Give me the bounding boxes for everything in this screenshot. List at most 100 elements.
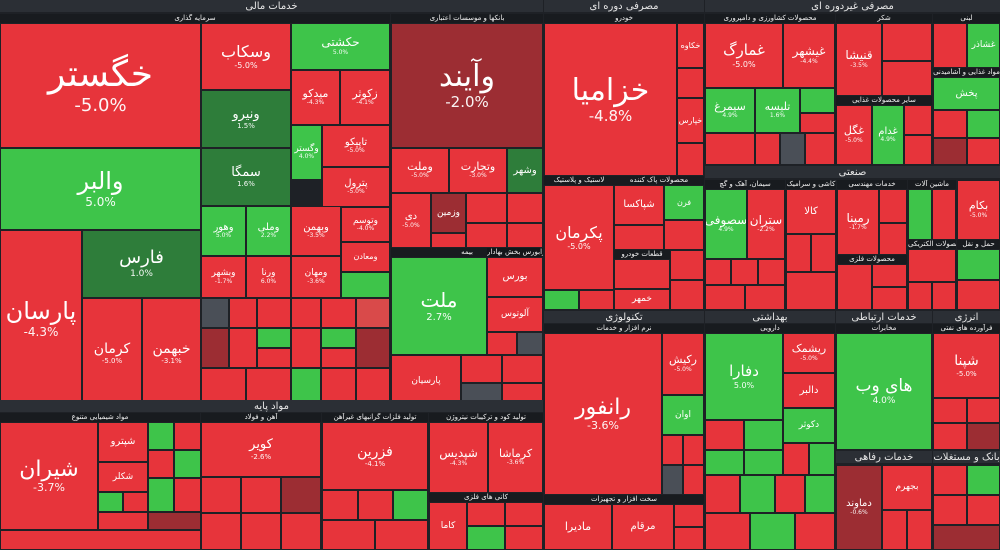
treemap-cell[interactable]	[257, 298, 291, 328]
treemap-cell[interactable]	[933, 465, 967, 495]
treemap-cell[interactable]	[614, 225, 664, 250]
treemap-tile[interactable]: وتوسم -4.0%	[341, 207, 390, 242]
treemap-cell[interactable]	[241, 477, 281, 513]
treemap-cell[interactable]	[0, 530, 201, 550]
treemap-cell[interactable]	[800, 88, 835, 113]
treemap-tile[interactable]: شپترو	[98, 422, 148, 462]
treemap-cell[interactable]	[800, 113, 835, 133]
treemap-tile[interactable]: وملت -5.0%	[391, 148, 449, 193]
treemap-tile[interactable]: سصوفی 4.9%	[705, 189, 747, 259]
treemap-cell[interactable]	[229, 298, 257, 328]
treemap-tile[interactable]: وسکاب -5.0%	[201, 23, 291, 90]
treemap-tile[interactable]: پکرمان -5.0%	[544, 185, 614, 290]
treemap-cell[interactable]	[933, 525, 1000, 550]
treemap-tile[interactable]: قنیشا -3.5%	[836, 23, 882, 96]
treemap-tile[interactable]: وآیند -2.0%	[391, 23, 543, 148]
treemap-cell[interactable]	[957, 249, 1000, 280]
treemap-cell[interactable]	[257, 348, 291, 368]
treemap-tile[interactable]: شپنا -5.0%	[933, 333, 1000, 398]
treemap-tile[interactable]: شیران -3.7%	[0, 422, 98, 530]
treemap-tile[interactable]: غدام 4.9%	[872, 105, 904, 165]
treemap-tile[interactable]: دکوثر	[783, 408, 835, 443]
treemap-cell[interactable]	[872, 264, 907, 287]
treemap-cell[interactable]	[740, 475, 775, 513]
treemap-cell[interactable]	[341, 272, 390, 298]
treemap-cell[interactable]	[148, 422, 174, 450]
treemap-cell[interactable]	[201, 513, 241, 550]
treemap-cell[interactable]	[783, 443, 809, 475]
treemap-cell[interactable]	[467, 502, 505, 526]
treemap-cell[interactable]	[431, 233, 466, 248]
treemap-tile[interactable]: مادیرا	[544, 504, 612, 550]
treemap-cell[interactable]	[174, 478, 201, 512]
treemap-cell[interactable]	[393, 490, 428, 520]
treemap-cell[interactable]	[882, 510, 907, 550]
treemap-cell[interactable]	[683, 435, 704, 465]
treemap-cell[interactable]	[544, 290, 579, 310]
treemap-cell[interactable]	[281, 513, 321, 550]
treemap-tile[interactable]: کرمان -5.0%	[82, 298, 142, 408]
treemap-tile[interactable]: خزامیا -4.8%	[544, 23, 677, 176]
treemap-cell[interactable]	[705, 513, 750, 550]
treemap-cell[interactable]	[321, 348, 356, 368]
treemap-cell[interactable]	[467, 526, 505, 550]
treemap-cell[interactable]	[356, 298, 390, 328]
treemap-cell[interactable]	[98, 512, 148, 530]
treemap-cell[interactable]	[662, 435, 683, 465]
treemap-tile[interactable]: ستران -2.2%	[747, 189, 785, 259]
treemap-cell[interactable]	[744, 450, 783, 475]
treemap-tile[interactable]: مرقام	[612, 504, 674, 550]
treemap-cell[interactable]	[750, 513, 795, 550]
treemap-cell[interactable]	[505, 526, 543, 550]
treemap-tile[interactable]: شپاکسا	[614, 185, 664, 225]
treemap-cell[interactable]	[257, 328, 291, 348]
treemap-tile[interactable]: غمارگ -5.0%	[705, 23, 783, 88]
treemap-cell[interactable]	[507, 193, 543, 223]
treemap-cell[interactable]	[375, 520, 428, 550]
treemap-tile[interactable]: وتجارت -3.0%	[449, 148, 507, 193]
treemap-tile[interactable]: رمپنا -1.7%	[837, 189, 879, 255]
treemap-tile[interactable]: فارس 1.0%	[82, 230, 201, 298]
treemap-tile[interactable]: وشهر	[507, 148, 543, 193]
treemap-cell[interactable]	[461, 355, 502, 383]
treemap-tile[interactable]: خگستر -5.0%	[0, 23, 201, 148]
treemap-tile[interactable]: میدکو -4.3%	[291, 70, 340, 125]
treemap-cell[interactable]	[174, 422, 201, 450]
treemap-cell[interactable]	[705, 420, 744, 450]
treemap-tile[interactable]: دفارا 5.0%	[705, 333, 783, 420]
treemap-tile[interactable]: ومعادن	[341, 242, 390, 272]
treemap-cell[interactable]	[705, 475, 740, 513]
treemap-tile[interactable]: دماوند -0.6%	[836, 465, 882, 550]
treemap-tile[interactable]: وزمین	[431, 193, 466, 233]
treemap-cell[interactable]	[879, 189, 907, 223]
treemap-cell[interactable]	[356, 328, 390, 368]
treemap-cell[interactable]	[933, 423, 967, 450]
treemap-tile[interactable]: ونیرو 1.5%	[201, 90, 291, 148]
treemap-cell[interactable]	[933, 23, 967, 68]
treemap-tile[interactable]: خپارس	[677, 98, 704, 143]
treemap-cell[interactable]	[241, 513, 281, 550]
treemap-cell[interactable]	[967, 110, 1000, 138]
treemap-tile[interactable]: وگستر 4.0%	[291, 125, 322, 180]
treemap-cell[interactable]	[507, 223, 543, 248]
treemap-cell[interactable]	[670, 250, 704, 280]
treemap-tile[interactable]: تاپیکو -5.0%	[322, 125, 390, 167]
treemap-cell[interactable]	[967, 423, 1000, 450]
treemap-cell[interactable]	[904, 135, 932, 165]
treemap-tile[interactable]: بکام -5.0%	[957, 180, 1000, 240]
treemap-cell[interactable]	[466, 193, 507, 223]
treemap-cell[interactable]	[932, 189, 956, 240]
treemap-cell[interactable]	[837, 264, 872, 310]
treemap-cell[interactable]	[705, 285, 745, 310]
treemap-tile[interactable]: غشاذر	[967, 23, 1000, 68]
treemap-tile[interactable]: کویر -2.6%	[201, 422, 321, 477]
treemap-cell[interactable]	[291, 328, 321, 368]
treemap-cell[interactable]	[775, 475, 805, 513]
treemap-tile[interactable]: تلیسه 1.6%	[755, 88, 800, 133]
treemap-cell[interactable]	[148, 478, 174, 512]
treemap-cell[interactable]	[933, 398, 967, 423]
treemap-cell[interactable]	[677, 68, 704, 98]
treemap-cell[interactable]	[321, 328, 356, 348]
treemap-tile[interactable]: فزرین -4.1%	[322, 422, 428, 490]
treemap-cell[interactable]	[229, 328, 257, 368]
